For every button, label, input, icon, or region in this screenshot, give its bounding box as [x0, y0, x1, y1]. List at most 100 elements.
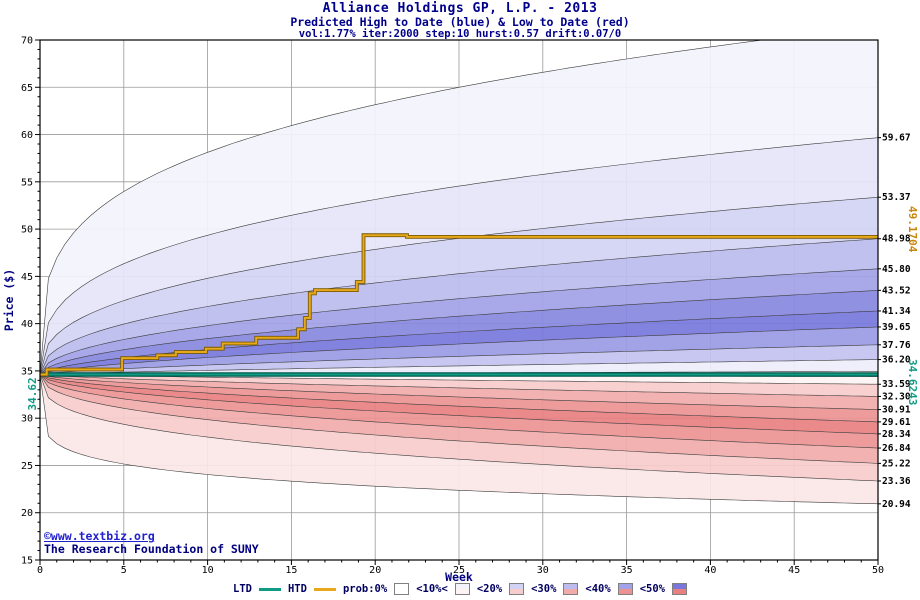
x-tick-label: 35: [621, 565, 633, 576]
fan-band: [40, 137, 878, 375]
watermark-url[interactable]: ©www.textbiz.org: [44, 529, 155, 543]
fan-band: [40, 290, 878, 375]
fan-boundary-line: [40, 374, 878, 410]
fan-boundary-line: [40, 374, 878, 423]
fan-band: [40, 238, 878, 375]
right-edge-label: 29.61: [882, 417, 911, 428]
y-tick-label: 35: [21, 366, 33, 377]
low-fan: [40, 374, 878, 505]
fan-boundary-line: [40, 359, 878, 375]
fan-band: [40, 344, 878, 375]
y-tick-label: 70: [21, 36, 33, 47]
right-edge-label: 25.22: [882, 458, 911, 469]
legend-swatch-red-half: [510, 589, 524, 594]
x-tick-label: 40: [704, 565, 716, 576]
chart-subtitle: Predicted High to Date (blue) & Low to D…: [290, 15, 630, 29]
x-tick-label: 30: [537, 565, 549, 576]
legend-probability-classes: prob:0% <10%< <20% <30% <40% <50%: [343, 583, 687, 595]
y-tick-label: 55: [21, 177, 33, 188]
title-block: Alliance Holdings GP, L.P. - 2013 Predic…: [0, 2, 920, 40]
fan-band: [40, 326, 878, 375]
fan-band: [40, 374, 878, 397]
legend-swatch-red-half: [395, 589, 409, 594]
legend-prob-swatch: [672, 583, 687, 595]
right-edge-label: 48.98: [882, 234, 911, 245]
x-tick-label: 25: [453, 565, 465, 576]
y-tick-label: 30: [21, 414, 33, 425]
fan-band: [40, 374, 878, 422]
legend-prob-label: prob:0%: [342, 583, 388, 595]
legend-swatch-blue-half: [395, 584, 409, 589]
legend-prob-swatch: [454, 583, 470, 595]
fan-boundary-line: [40, 326, 878, 375]
legend-htd-label: HTD: [287, 583, 307, 595]
right-edge-label: 23.36: [882, 476, 911, 487]
legend-ltd-label: LTD: [233, 583, 252, 595]
fan-boundary-line: [40, 374, 878, 505]
fan-boundary-line: [40, 374, 878, 435]
legend-prob-label: <30%: [531, 583, 557, 595]
legend-swatch-blue-half: [673, 584, 686, 589]
htd-final-value-label: 49.1704: [906, 206, 919, 253]
legend-swatch-blue-half: [455, 584, 469, 589]
right-edge-labels: 59.67 53.37 48.98 45.80 43.52 41.34 39.65 37.76…: [878, 133, 911, 510]
x-tick-label: 15: [285, 565, 297, 576]
legend-prob-label: <40%: [585, 583, 611, 595]
fan-boundary-line: [40, 137, 878, 375]
legend-swatch-red-half: [618, 589, 632, 594]
fan-boundary-line: [40, 374, 878, 464]
axis-ticks: 0 5 10 15 20 25 30 35 40 45 50 15 20 25 30 35 40 45 50 55 60…: [21, 36, 884, 577]
fan-boundary-line: [40, 290, 878, 375]
y-tick-label: 50: [21, 225, 33, 236]
legend-swatch-red-half: [673, 589, 686, 594]
right-edge-label: 36.20: [882, 355, 911, 366]
fan-band: [40, 374, 878, 464]
right-edge-label: 33.59: [882, 379, 911, 390]
right-edge-label: 41.34: [882, 306, 911, 317]
fan-boundary-line: [40, 238, 878, 375]
y-axis-title: Price ($): [2, 269, 16, 331]
legend-swatch-blue-half: [510, 584, 524, 589]
y-tick-label: 65: [21, 83, 33, 94]
htd-line-swatch: [313, 587, 336, 591]
start-price-label: 34.62: [26, 377, 39, 410]
y-tick-label: 25: [21, 461, 33, 472]
y-tick-label: 45: [21, 272, 33, 283]
y-tick-label: 40: [21, 319, 33, 330]
legend-prob-swatch: [509, 583, 525, 595]
y-tick-label: 20: [21, 508, 33, 519]
legend-swatch-red-half: [455, 589, 469, 594]
legend-prob-label: <50%: [639, 583, 665, 595]
fan-band: [40, 374, 878, 410]
legend-prob-swatch: [394, 583, 410, 595]
x-tick-label: 20: [369, 565, 381, 576]
fan-band: [40, 197, 878, 375]
fan-boundary-line: [40, 374, 878, 482]
x-tick-label: 0: [37, 565, 43, 576]
legend-swatch-blue-half: [618, 584, 632, 589]
right-edge-label: 53.37: [882, 192, 911, 203]
legend-prob-label: <20%: [476, 583, 503, 595]
fan-band: [40, 40, 878, 375]
legend: LTD HTD prob:0% <10%< <20% <30% <40% <50%: [0, 583, 920, 595]
right-edge-label: 59.67: [882, 133, 911, 144]
legend-prob-swatch: [617, 583, 633, 595]
fan-boundary-line: [40, 374, 878, 385]
right-edge-label: 32.30: [882, 391, 911, 402]
fan-boundary-line: [40, 268, 878, 375]
fan-band: [40, 374, 878, 481]
htd-line: [40, 233, 878, 377]
fan-band: [40, 311, 878, 375]
right-edge-label: 26.84: [882, 443, 911, 454]
fan-boundary-line: [40, 374, 878, 397]
right-edge-label: 45.80: [882, 264, 911, 275]
watermark: ©www.textbiz.org The Research Foundation…: [44, 530, 259, 556]
fan-band: [40, 374, 878, 385]
right-edge-label: 37.76: [882, 340, 911, 351]
fan-boundary-line: [40, 344, 878, 375]
y-tick-label: 15: [21, 556, 33, 567]
legend-prob-label: <10%<: [416, 583, 448, 595]
right-edge-label: 28.34: [882, 429, 911, 440]
legend-swatch-blue-half: [564, 584, 578, 589]
